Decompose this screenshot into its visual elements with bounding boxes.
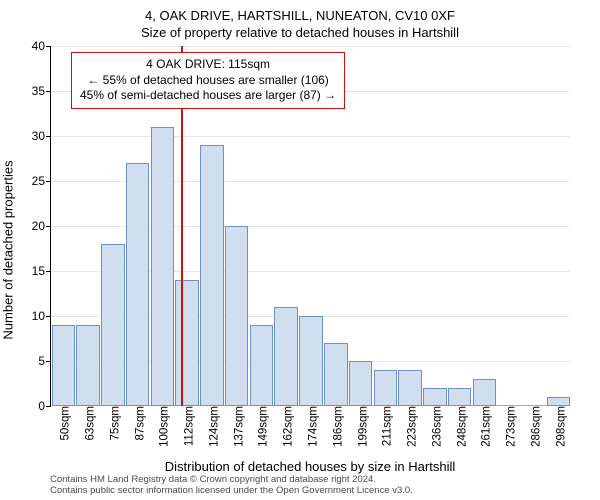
- y-tick-label: 15: [32, 264, 45, 278]
- grid-line: [51, 46, 570, 47]
- bar: [374, 370, 398, 406]
- x-tick-label: 298sqm: [550, 406, 567, 447]
- y-tick-label: 30: [32, 129, 45, 143]
- bar: [448, 388, 472, 406]
- bar: [76, 325, 100, 406]
- y-tick: [46, 46, 51, 47]
- bar: [101, 244, 125, 406]
- x-tick-label: 248sqm: [451, 406, 468, 447]
- footer-attribution: Contains HM Land Registry data © Crown c…: [50, 475, 570, 497]
- bar: [423, 388, 447, 406]
- bar: [175, 280, 199, 406]
- y-tick: [46, 361, 51, 362]
- y-tick-label: 20: [32, 219, 45, 233]
- x-tick-label: 149sqm: [253, 406, 270, 447]
- y-tick-label: 10: [32, 309, 45, 323]
- bar: [225, 226, 249, 406]
- bar: [52, 325, 76, 406]
- y-tick-label: 0: [38, 399, 45, 413]
- y-tick: [46, 136, 51, 137]
- y-tick-label: 5: [38, 354, 45, 368]
- bar: [547, 397, 571, 406]
- chart-title-secondary: Size of property relative to detached ho…: [0, 23, 600, 40]
- plot-area: 051015202530354050sqm63sqm75sqm87sqm100s…: [50, 46, 570, 406]
- y-tick-label: 25: [32, 174, 45, 188]
- bar: [200, 145, 224, 406]
- x-tick-label: 162sqm: [278, 406, 295, 447]
- chart-title-primary: 4, OAK DRIVE, HARTSHILL, NUNEATON, CV10 …: [0, 0, 600, 23]
- bar: [349, 361, 373, 406]
- info-box-line2: ← 55% of detached houses are smaller (10…: [80, 73, 336, 89]
- y-tick-label: 40: [32, 39, 45, 53]
- x-tick-label: 236sqm: [426, 406, 443, 447]
- x-tick-label: 174sqm: [303, 406, 320, 447]
- x-tick-label: 273sqm: [501, 406, 518, 447]
- bar: [250, 325, 274, 406]
- x-tick-label: 87sqm: [129, 406, 146, 441]
- y-tick: [46, 91, 51, 92]
- x-tick-label: 75sqm: [104, 406, 121, 441]
- bar: [151, 127, 175, 406]
- x-tick-label: 100sqm: [154, 406, 171, 447]
- x-tick-label: 223sqm: [402, 406, 419, 447]
- bar: [473, 379, 497, 406]
- y-tick: [46, 226, 51, 227]
- info-box: 4 OAK DRIVE: 115sqm← 55% of detached hou…: [71, 52, 345, 109]
- y-tick-label: 35: [32, 84, 45, 98]
- y-axis-label: Number of detached properties: [1, 71, 16, 250]
- y-tick: [46, 271, 51, 272]
- x-tick-label: 63sqm: [80, 406, 97, 441]
- x-tick-label: 199sqm: [352, 406, 369, 447]
- info-box-line3: 45% of semi-detached houses are larger (…: [80, 88, 336, 104]
- x-tick-label: 112sqm: [179, 406, 196, 446]
- x-tick-label: 211sqm: [377, 406, 394, 446]
- bar: [398, 370, 422, 406]
- x-tick-label: 286sqm: [525, 406, 542, 447]
- x-tick-label: 261sqm: [476, 406, 493, 447]
- x-axis-label: Distribution of detached houses by size …: [50, 459, 570, 474]
- y-tick: [46, 406, 51, 407]
- y-tick: [46, 316, 51, 317]
- info-box-line1: 4 OAK DRIVE: 115sqm: [80, 57, 336, 73]
- grid-line: [51, 136, 570, 137]
- y-tick: [46, 181, 51, 182]
- bar: [126, 163, 150, 406]
- bar: [299, 316, 323, 406]
- chart-container: 4, OAK DRIVE, HARTSHILL, NUNEATON, CV10 …: [0, 0, 600, 500]
- footer-line2: Contains public sector information licen…: [50, 486, 570, 497]
- bar: [324, 343, 348, 406]
- x-tick-label: 50sqm: [55, 406, 72, 441]
- x-tick-label: 186sqm: [327, 406, 344, 447]
- x-tick-label: 137sqm: [228, 406, 245, 447]
- bar: [274, 307, 298, 406]
- x-tick-label: 124sqm: [203, 406, 220, 447]
